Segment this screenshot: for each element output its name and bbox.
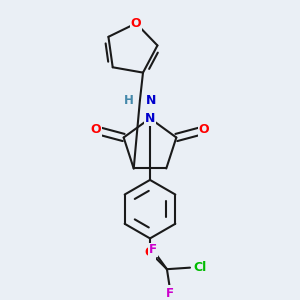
Text: O: O (131, 17, 141, 30)
Text: O: O (199, 123, 209, 136)
Text: H: H (124, 94, 134, 107)
Text: Cl: Cl (194, 261, 207, 274)
Text: N: N (146, 94, 157, 107)
Text: F: F (166, 287, 174, 300)
Text: O: O (145, 246, 155, 259)
Text: O: O (91, 123, 101, 136)
Text: F: F (149, 243, 157, 256)
Text: N: N (145, 112, 155, 125)
